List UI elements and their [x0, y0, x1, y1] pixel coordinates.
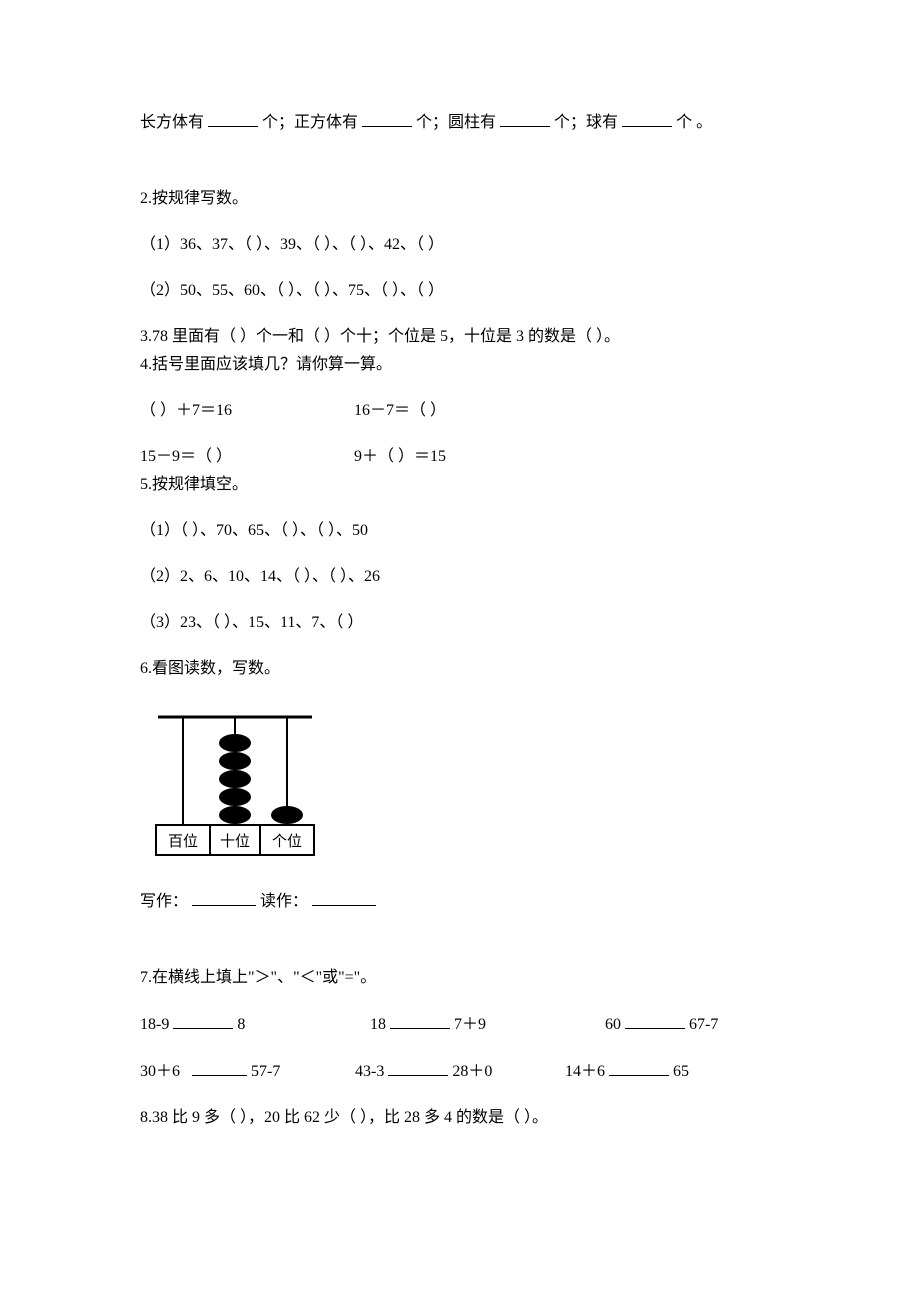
q1-line: 长方体有 个；正方体有 个；圆柱有 个；球有 个 。 [140, 110, 780, 135]
q7-r2c1-space [184, 1063, 188, 1080]
q7-r2c2-right: 28＋0 [452, 1063, 492, 1080]
q8-line: 8.38 比 9 多（ ），20 比 62 少（ ），比 28 多 4 的数是（… [140, 1106, 780, 1130]
q7-r1c2-right: 7＋9 [454, 1016, 486, 1033]
abacus-bead-tens-1 [219, 734, 251, 752]
q7-title: 7.在横线上填上"＞"、"＜"或"="。 [140, 966, 780, 990]
q6-read-blank [312, 889, 376, 906]
q1-seg5: 个 。 [676, 114, 712, 131]
abacus-bead-tens-3 [219, 770, 251, 788]
q7-r2c1-blank [192, 1059, 247, 1076]
q1-seg3: 个；圆柱有 [416, 114, 496, 131]
q7-r2c3: 14＋6 65 [565, 1059, 689, 1084]
q6-write-label: 写作： [140, 893, 188, 910]
document-page: 长方体有 个；正方体有 个；圆柱有 个；球有 个 。 2.按规律写数。 （1）3… [0, 0, 920, 1302]
q1-blank-4 [622, 110, 672, 127]
q7-row1: 18-9 8 18 7＋9 60 67-7 [140, 1012, 780, 1037]
q7-r2c2-blank [388, 1059, 448, 1076]
q7-r2c2: 43-3 28＋0 [355, 1059, 565, 1084]
q7-r1c1-blank [173, 1012, 233, 1029]
q5-row2: （2）2、6、10、14、（ ）、（ ）、26 [140, 565, 780, 589]
q6-read-label: 读作： [260, 893, 308, 910]
q7-r1c3-right: 67-7 [689, 1016, 718, 1033]
q7-r1c3: 60 67-7 [605, 1012, 718, 1037]
q7-r1c3-blank [625, 1012, 685, 1029]
q7-r1c2: 18 7＋9 [370, 1012, 605, 1037]
q7-r1c3-left: 60 [605, 1016, 621, 1033]
q2-row1: （1）36、37、（ ）、39、（ ）、（ ）、42、（ ） [140, 233, 780, 257]
q7-row2: 30＋6 57-7 43-3 28＋0 14＋6 65 [140, 1059, 780, 1084]
q1-blank-3 [500, 110, 550, 127]
abacus-svg: 百位 十位 个位 [140, 703, 330, 863]
q5-title: 5.按规律填空。 [140, 473, 780, 497]
q6-answer-line: 写作： 读作： [140, 889, 780, 914]
q4-r1b: 16－7＝（ ） [354, 402, 446, 419]
q6-write-blank [192, 889, 256, 906]
q7-r1c1-left: 18-9 [140, 1016, 169, 1033]
q7-r2c1-right: 57-7 [251, 1063, 280, 1080]
q7-r1c2-blank [390, 1012, 450, 1029]
abacus-bead-tens-4 [219, 788, 251, 806]
q2-title: 2.按规律写数。 [140, 187, 780, 211]
abacus-label-2: 十位 [220, 833, 250, 850]
abacus-bead-tens-5 [219, 806, 251, 824]
q3-line: 3.78 里面有（ ）个一和（ ）个十；个位是 5，十位是 3 的数是（ ）。 [140, 325, 780, 349]
q1-blank-1 [208, 110, 258, 127]
q1-blank-2 [362, 110, 412, 127]
q1-seg2: 个；正方体有 [262, 114, 358, 131]
q7-r2c3-blank [609, 1059, 669, 1076]
q4-r1a: （ ）＋7＝16 [140, 399, 350, 423]
q7-r1c1: 18-9 8 [140, 1012, 370, 1037]
q5-row3: （3）23、（ ）、15、11、7、（ ） [140, 611, 780, 635]
abacus-bead-tens-2 [219, 752, 251, 770]
q7-r2c3-left: 14＋6 [565, 1063, 605, 1080]
abacus-figure: 百位 十位 个位 [140, 703, 780, 863]
q1-seg1: 长方体有 [140, 114, 204, 131]
q7-r2c2-left: 43-3 [355, 1063, 384, 1080]
q5-row1: （1）（ ）、70、65、（ ）、（ ）、50 [140, 519, 780, 543]
q4-row2: 15－9＝（ ） 9＋（ ）＝15 [140, 445, 780, 469]
q7-r2c1-left: 30＋6 [140, 1063, 180, 1080]
q1-seg4: 个；球有 [554, 114, 618, 131]
q6-title: 6.看图读数，写数。 [140, 657, 780, 681]
q2-row2: （2）50、55、60、（ ）、（ ）、75、（ ）、（ ） [140, 279, 780, 303]
q7-r2c3-right: 65 [673, 1063, 689, 1080]
q4-r2a: 15－9＝（ ） [140, 445, 350, 469]
abacus-label-3: 个位 [272, 833, 302, 850]
q4-r2b: 9＋（ ）＝15 [354, 448, 446, 465]
q4-row1: （ ）＋7＝16 16－7＝（ ） [140, 399, 780, 423]
q7-r2c1: 30＋6 57-7 [140, 1059, 355, 1084]
q7-r1c2-left: 18 [370, 1016, 386, 1033]
q4-title: 4.括号里面应该填几？请你算一算。 [140, 353, 780, 377]
abacus-label-1: 百位 [168, 833, 198, 850]
q7-r1c1-right: 8 [237, 1016, 245, 1033]
abacus-bead-ones-1 [271, 806, 303, 824]
